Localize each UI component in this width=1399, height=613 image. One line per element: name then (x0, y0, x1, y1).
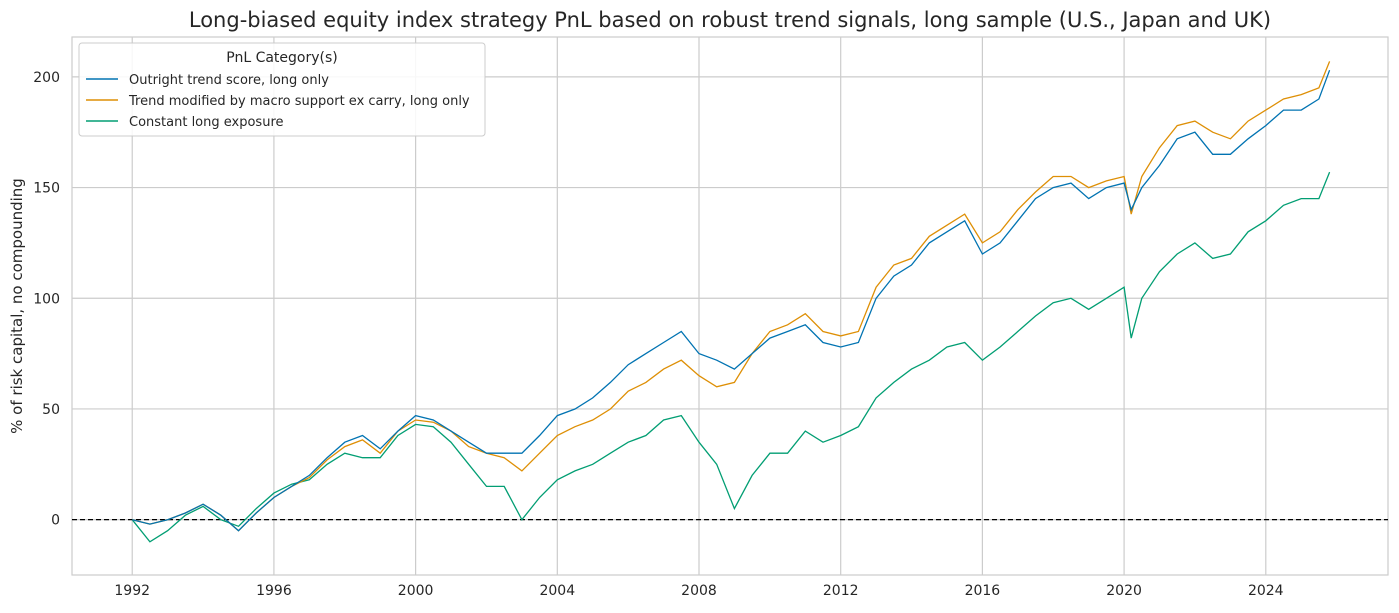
x-tick-label: 1992 (114, 583, 150, 599)
y-axis-label: % of risk capital, no compounding (8, 178, 26, 434)
plot-frame (71, 36, 1389, 576)
x-tick-label: 2012 (823, 583, 859, 599)
y-tick-label: 50 (42, 402, 60, 418)
x-tick-label: 2004 (539, 583, 575, 599)
x-tick-label: 1996 (256, 583, 292, 599)
legend-label: Constant long exposure (129, 115, 284, 130)
legend-label: Outright trend score, long only (129, 73, 329, 88)
chart-title: Long-biased equity index strategy PnL ba… (189, 8, 1271, 32)
x-tick-label: 2016 (965, 583, 1001, 599)
legend-label: Trend modified by macro support ex carry… (128, 94, 470, 109)
legend-title: PnL Category(s) (226, 50, 338, 66)
x-tick-label: 2024 (1248, 583, 1284, 599)
series-lines (131, 61, 1331, 543)
series-line-2 (131, 171, 1331, 543)
y-tick-label: 0 (51, 513, 60, 529)
y-tick-label: 100 (33, 291, 60, 307)
y-tick-label: 150 (33, 181, 60, 197)
y-tick-label: 200 (33, 70, 60, 86)
series-line-0 (132, 69, 1331, 532)
tick-labels: 1992 1996 2000 2004 2008 2012 2016 2020 2024 0 50 1… (33, 70, 1283, 599)
x-tick-label: 2000 (398, 583, 434, 599)
legend-box (78, 42, 486, 137)
x-tick-label: 2008 (681, 583, 717, 599)
legend: PnL Category(s) Outright trend score, lo… (78, 42, 486, 137)
series-line-1 (132, 61, 1331, 532)
x-tick-label: 2020 (1106, 583, 1142, 599)
